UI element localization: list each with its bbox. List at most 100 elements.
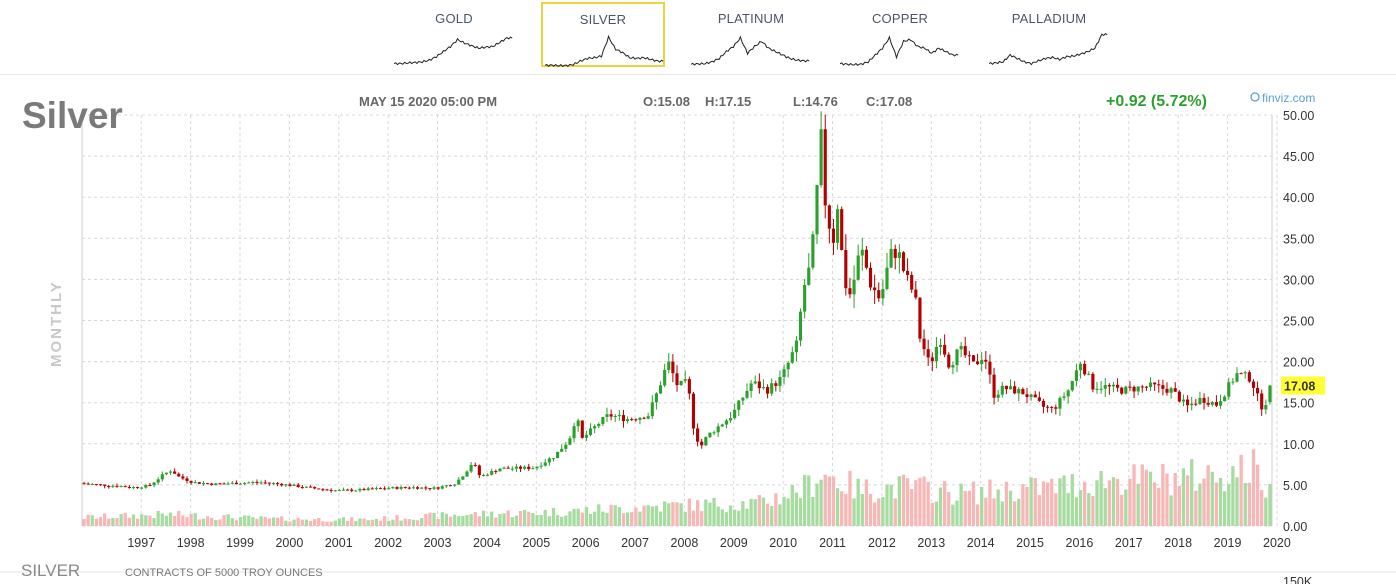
volume-bar bbox=[387, 520, 391, 526]
volume-bar bbox=[358, 518, 362, 526]
candle-body bbox=[980, 359, 984, 365]
candle-body bbox=[1214, 402, 1218, 406]
candle-body bbox=[922, 338, 926, 350]
tab-copper[interactable]: COPPER bbox=[838, 3, 962, 66]
tab-silver-sparkline bbox=[544, 34, 664, 68]
candle-body bbox=[514, 466, 518, 469]
candle-body bbox=[136, 487, 140, 489]
candle-body bbox=[1239, 373, 1243, 375]
candle-body bbox=[94, 484, 98, 486]
candle-body bbox=[115, 485, 119, 487]
candle-body bbox=[1190, 403, 1194, 406]
volume-bar bbox=[811, 497, 815, 526]
candle-body bbox=[1029, 394, 1033, 397]
price-chart[interactable]: 50.00 45.00 40.00 35.00 30.00 25.00 20.00 15.00… bbox=[0, 75, 1396, 584]
candle-body bbox=[280, 483, 284, 486]
candle-body bbox=[1033, 394, 1037, 398]
candle-body bbox=[696, 428, 700, 442]
tab-gold-sparkline bbox=[393, 36, 513, 66]
volume-bar bbox=[444, 513, 449, 526]
x-tick-label: 2010 bbox=[769, 536, 797, 550]
volume-bar bbox=[840, 491, 844, 526]
tab-silver[interactable]: SILVER bbox=[541, 2, 665, 68]
candle-body bbox=[177, 473, 181, 477]
candle-body bbox=[630, 419, 634, 421]
candle-body bbox=[918, 297, 922, 339]
high-label: H:17.15 bbox=[705, 94, 751, 109]
volume-bar bbox=[1099, 471, 1103, 526]
volume-bar bbox=[642, 505, 646, 526]
candle-body bbox=[914, 289, 918, 298]
volume-bar bbox=[988, 479, 992, 526]
tab-platinum[interactable]: PLATINUM bbox=[689, 3, 813, 66]
volume-bar bbox=[527, 511, 531, 526]
candle-body bbox=[910, 274, 914, 290]
candle-body bbox=[411, 487, 416, 489]
volume-bar bbox=[803, 474, 807, 526]
candle-body bbox=[782, 369, 786, 378]
candle-body bbox=[230, 482, 234, 484]
volume-bar bbox=[823, 474, 827, 526]
candle-body bbox=[164, 472, 168, 475]
volume-bar bbox=[580, 512, 584, 526]
volume-bar bbox=[1136, 483, 1140, 526]
candle-body bbox=[395, 487, 399, 489]
volume-bar bbox=[86, 514, 90, 526]
volume-bar bbox=[461, 516, 465, 526]
volume-bar bbox=[930, 502, 934, 526]
volume-axis-label: 150K bbox=[1283, 575, 1313, 584]
volume-bar bbox=[1062, 475, 1066, 526]
volume-bar bbox=[798, 498, 803, 526]
candle-body bbox=[267, 482, 271, 484]
volume-bar bbox=[831, 476, 836, 526]
finviz-logo[interactable]: finviz.com bbox=[1250, 91, 1315, 105]
candle-body bbox=[572, 426, 576, 439]
x-tick-label: 2018 bbox=[1164, 536, 1192, 550]
candle-body bbox=[988, 361, 992, 375]
candle-body bbox=[560, 448, 564, 452]
volume-bar bbox=[873, 502, 877, 526]
x-tick-label: 2020 bbox=[1263, 536, 1291, 550]
price-axis: 50.00 45.00 40.00 35.00 30.00 25.00 20.00 15.00… bbox=[1283, 109, 1314, 534]
candle-body bbox=[1070, 380, 1074, 391]
tab-palladium[interactable]: PALLADIUM bbox=[987, 3, 1111, 66]
candle-body bbox=[877, 290, 881, 299]
finviz-brand[interactable]: finviz.com bbox=[1262, 91, 1315, 105]
candle-body bbox=[856, 255, 860, 280]
x-tick-label: 2007 bbox=[621, 536, 649, 550]
volume-bar bbox=[815, 483, 819, 526]
volume-bar bbox=[881, 497, 885, 526]
volume-bar bbox=[168, 512, 173, 526]
volume-bar bbox=[481, 510, 486, 526]
volume-bar bbox=[568, 511, 572, 526]
volume-bar bbox=[181, 515, 185, 526]
candle-body bbox=[218, 483, 222, 485]
candle-body bbox=[885, 267, 889, 289]
volume-bar bbox=[1115, 478, 1120, 526]
candle-body bbox=[827, 205, 831, 229]
candle-body bbox=[131, 487, 136, 489]
candle-body bbox=[720, 424, 724, 427]
volume-bar bbox=[786, 498, 790, 526]
x-tick-label: 2019 bbox=[1214, 536, 1242, 550]
volume-bar bbox=[807, 475, 811, 526]
candle-body bbox=[844, 250, 848, 289]
volume-bar bbox=[280, 516, 284, 526]
candle-body bbox=[494, 470, 498, 472]
volume-bar bbox=[255, 518, 259, 526]
candle-body bbox=[926, 349, 930, 358]
candle-body bbox=[527, 466, 531, 469]
volume-bar bbox=[770, 506, 774, 526]
tab-gold[interactable]: GOLD bbox=[392, 3, 516, 66]
volume-bar bbox=[123, 512, 127, 526]
volume-bar bbox=[617, 507, 621, 526]
volume-bar bbox=[975, 504, 980, 526]
volume-bar bbox=[860, 493, 864, 526]
candle-body bbox=[1095, 388, 1099, 390]
x-tick-label: 2005 bbox=[522, 536, 550, 550]
volume-bar bbox=[1231, 466, 1235, 526]
candle-body bbox=[897, 252, 901, 258]
candle-body bbox=[1058, 397, 1062, 409]
volume-bar bbox=[621, 513, 626, 526]
volume-bar bbox=[1070, 474, 1074, 526]
